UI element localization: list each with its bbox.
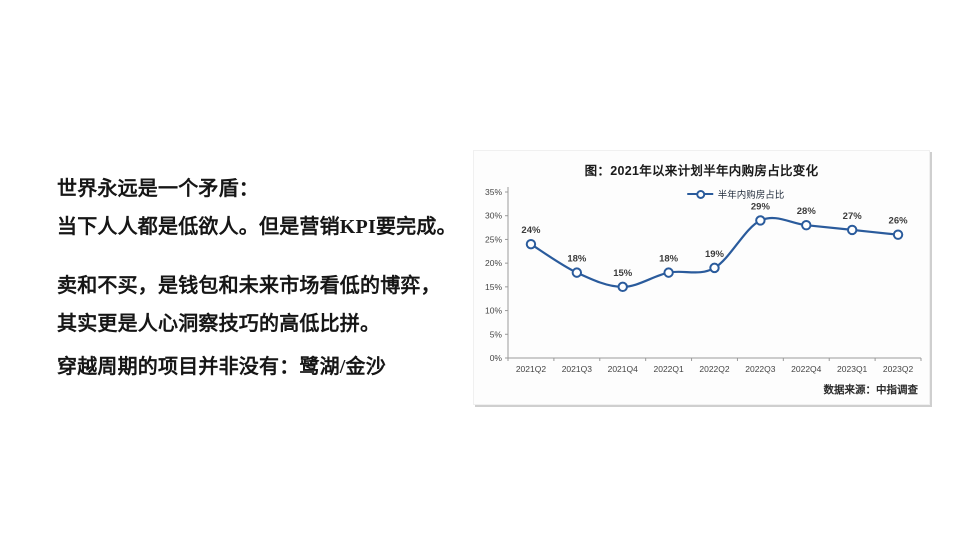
x-tick-label: 2022Q4 xyxy=(791,364,822,374)
data-label: 15% xyxy=(613,268,633,279)
data-label: 18% xyxy=(567,254,587,265)
chart-title: 图：2021年以来计划半年内购房占比变化 xyxy=(584,164,819,178)
chart-source: 数据来源：中指调查 xyxy=(823,384,919,396)
data-label: 27% xyxy=(843,211,863,222)
data-label: 18% xyxy=(659,254,679,265)
x-tick-label: 2022Q2 xyxy=(699,364,730,374)
chart-legend: 半年内购房占比 xyxy=(686,187,785,201)
data-label: 19% xyxy=(705,249,725,260)
data-label: 26% xyxy=(889,216,909,227)
y-tick-label: 20% xyxy=(485,258,502,268)
legend-label: 半年内购房占比 xyxy=(717,190,785,201)
x-tick-label: 2021Q4 xyxy=(608,364,639,374)
headline-line: 世界永远是一个矛盾： xyxy=(57,178,259,200)
data-label: 28% xyxy=(797,206,817,217)
x-tick-label: 2021Q2 xyxy=(516,364,547,374)
line-chart-plot: 0% 5% 10% 15% 20% 25% 30% 35% 2021Q2 2021Q3 2021Q4… xyxy=(485,187,922,374)
y-tick-label: 35% xyxy=(485,187,502,197)
y-tick-label: 10% xyxy=(485,306,502,316)
line-marker-icon xyxy=(686,189,713,199)
headline-line: 其实更是人心洞察技巧的高低比拼。 xyxy=(57,313,381,335)
data-labels: 24% 18% 15% 18% 19% 29% 28% 27% 26% xyxy=(521,201,908,278)
data-label: 24% xyxy=(521,225,541,236)
data-point-markers xyxy=(525,215,904,293)
x-tick-label: 2022Q3 xyxy=(745,364,776,374)
y-tick-label: 15% xyxy=(485,282,502,292)
y-tick-label: 25% xyxy=(485,234,502,244)
chart-panel: 图：2021年以来计划半年内购房占比变化 半年内购房占比 0% 5% 10% 15% 2… xyxy=(473,150,930,405)
x-tick-label: 2022Q1 xyxy=(653,364,684,374)
axes xyxy=(505,187,922,361)
headline-block: 世界永远是一个矛盾： 当下人人都是低欲人。但是营销KPI要完成。 卖和不买，是钱… xyxy=(57,170,487,386)
x-tick-label: 2023Q2 xyxy=(883,364,914,374)
y-tick-label: 0% xyxy=(490,353,503,363)
axis-tick-labels: 0% 5% 10% 15% 20% 25% 30% 35% 2021Q2 2021Q3 2021Q4… xyxy=(485,187,913,374)
data-label: 29% xyxy=(751,201,771,212)
y-tick-label: 30% xyxy=(485,211,502,221)
x-tick-label: 2023Q1 xyxy=(837,364,868,374)
y-tick-label: 5% xyxy=(490,329,503,339)
x-tick-label: 2021Q3 xyxy=(562,364,593,374)
headline-line: 卖和不买，是钱包和未来市场看低的博弈， xyxy=(57,275,441,297)
headline-line: 穿越周期的项目并非没有：鹭湖/金沙 xyxy=(57,356,386,378)
headline-line: 当下人人都是低欲人。但是营销KPI要完成。 xyxy=(57,216,457,238)
